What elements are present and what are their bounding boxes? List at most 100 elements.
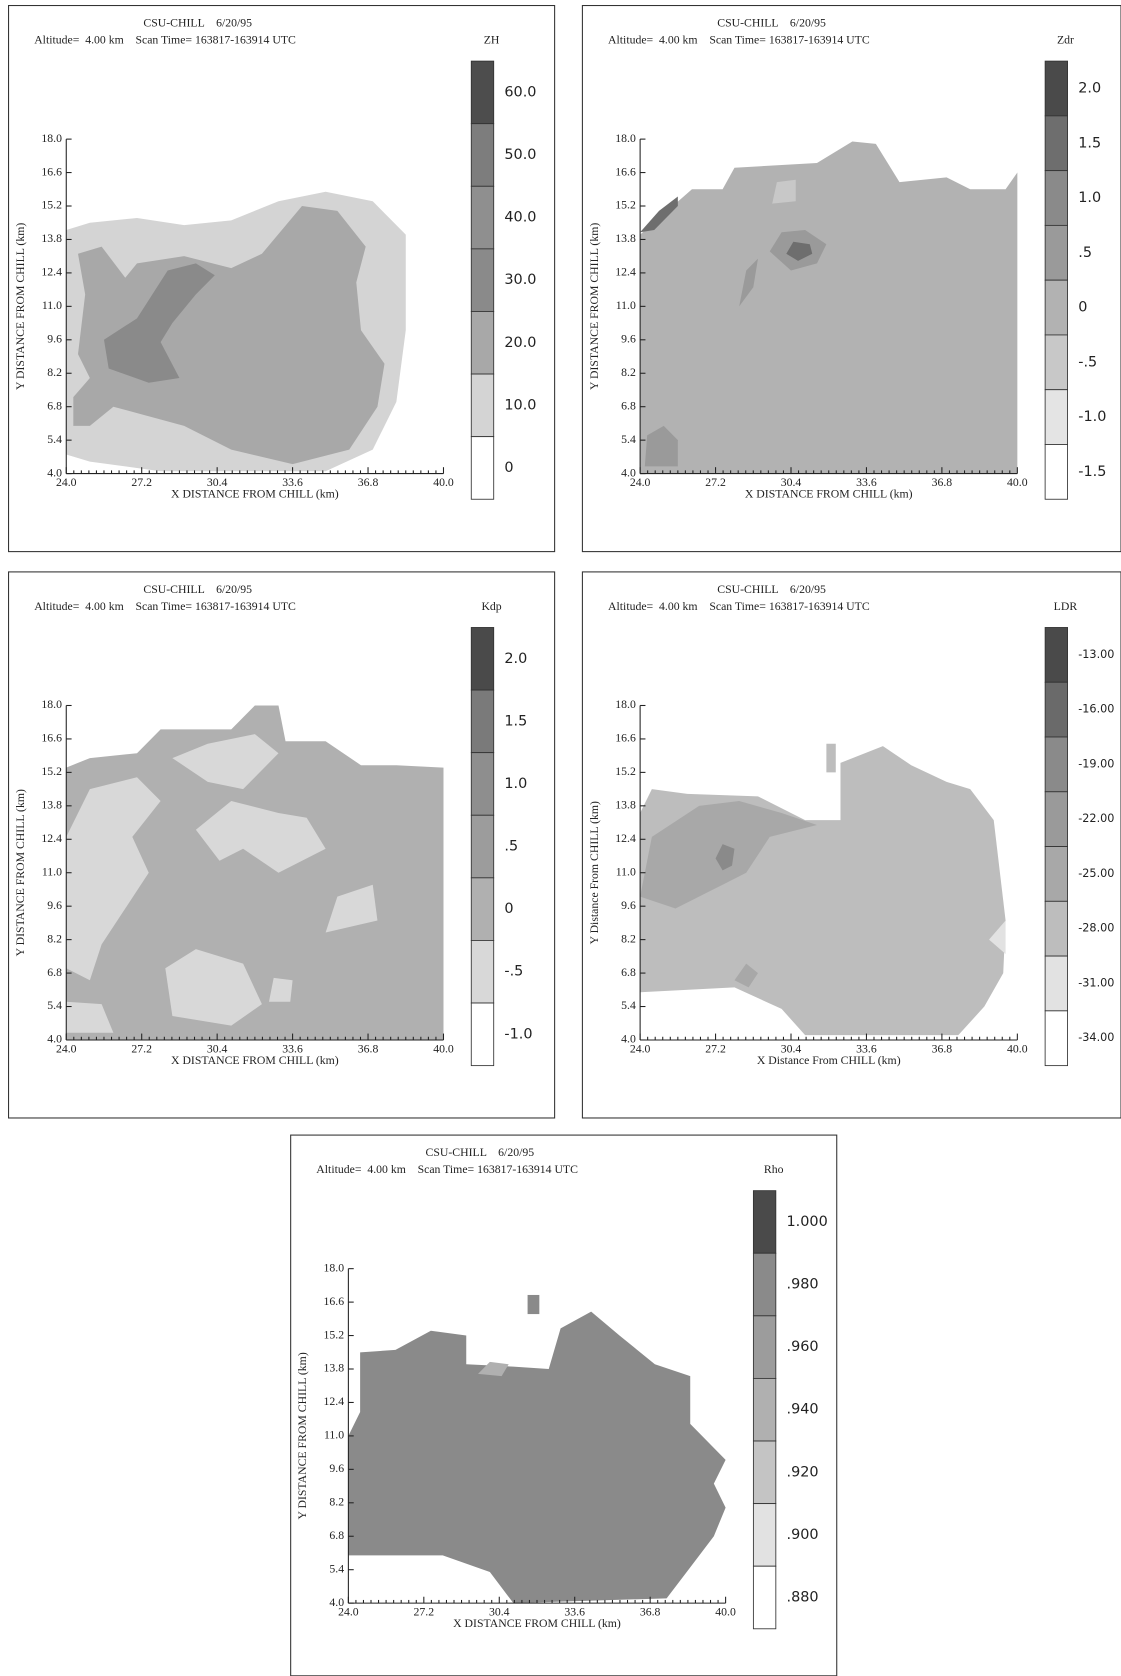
x-tick-label: 27.2: [414, 1605, 435, 1618]
x-tick-label: 33.6: [856, 476, 877, 489]
x-tick-label: 24.0: [338, 1605, 359, 1618]
colorbar-title: Rho: [764, 1163, 784, 1176]
panel: CSU-CHILL 6/20/95 Altitude= 4.00 km Scan …: [581, 571, 1121, 1119]
panel-frame: [581, 571, 1121, 1119]
y-tick-label: 8.2: [621, 366, 636, 379]
y-tick-label: 13.8: [324, 1362, 345, 1375]
colorbar-label: .900: [787, 1527, 819, 1543]
contour-region: [826, 743, 836, 773]
y-tick-label: 6.8: [47, 966, 62, 979]
x-tick-label: 24.0: [56, 1042, 77, 1055]
contour-region: [103, 263, 215, 383]
colorbar-band: [470, 60, 495, 125]
colorbar-band: [1044, 279, 1068, 336]
colorbar-label: 40.0: [504, 210, 536, 226]
colorbar-label: 0: [504, 460, 513, 476]
x-tick-label: 24.0: [56, 476, 77, 489]
y-tick-label: 5.4: [47, 433, 62, 446]
panel-frame: [8, 4, 556, 553]
colorbar-band: [1044, 627, 1068, 683]
colorbar-label: -1.5: [1078, 464, 1106, 480]
panel-frame: [8, 571, 556, 1119]
contour-region: [734, 963, 758, 988]
y-tick-label: 4.0: [621, 1033, 636, 1046]
y-tick-label: 4.0: [47, 1033, 62, 1046]
colorbar-title: LDR: [1054, 600, 1078, 613]
colorbar-label: .920: [787, 1464, 819, 1480]
colorbar-label: 20.0: [504, 335, 536, 351]
x-tick-label: 24.0: [630, 476, 651, 489]
contour-region: [739, 258, 758, 307]
x-tick-label: 27.2: [131, 476, 152, 489]
y-tick-label: 12.4: [41, 266, 62, 279]
panel: CSU-CHILL 6/20/95 Altitude= 4.00 km Scan …: [581, 4, 1121, 553]
panel-title: CSU-CHILL 6/20/95: [717, 583, 826, 596]
colorbar-band: [470, 436, 495, 500]
y-tick-label: 9.6: [47, 333, 62, 346]
colorbar-label: -25.00: [1078, 867, 1114, 880]
colorbar-label: -1.0: [504, 1026, 532, 1042]
colorbar-label: 1.5: [1078, 135, 1101, 151]
colorbar-label: -28.00: [1078, 922, 1114, 935]
y-tick-label: 5.4: [329, 1562, 344, 1575]
x-axis-label: X Distance From CHILL (km): [757, 1054, 901, 1067]
x-tick-label: 33.6: [282, 1042, 303, 1055]
y-tick-label: 18.0: [41, 132, 62, 145]
y-tick-label: 16.6: [615, 165, 636, 178]
y-axis-label: Y DISTANCE FROM CHILL (km): [14, 223, 27, 390]
contour-region: [527, 1294, 540, 1315]
y-tick-label: 9.6: [621, 333, 636, 346]
colorbar-band: [752, 1377, 777, 1442]
x-axis-label: X DISTANCE FROM CHILL (km): [171, 1054, 339, 1067]
y-tick-label: 8.2: [329, 1496, 344, 1509]
x-tick-label: 33.6: [856, 1042, 877, 1055]
x-axis-label: X DISTANCE FROM CHILL (km): [453, 1617, 621, 1630]
y-tick-label: 6.8: [621, 399, 636, 412]
y-tick-label: 16.6: [324, 1295, 345, 1308]
contour-region: [172, 734, 279, 790]
panel-subtitle: Altitude= 4.00 km Scan Time= 163817-1639…: [34, 34, 296, 47]
panel-title: CSU-CHILL 6/20/95: [717, 16, 826, 29]
colorbar-band: [1044, 736, 1068, 793]
y-tick-label: 13.8: [615, 232, 636, 245]
y-tick-label: 8.2: [47, 932, 62, 945]
colorbar-label: .980: [787, 1277, 819, 1293]
y-tick-label: 16.6: [615, 732, 636, 745]
colorbar-label: 0: [504, 901, 513, 917]
colorbar-band: [1044, 60, 1068, 117]
colorbar-label: 1.0: [1078, 190, 1101, 206]
y-tick-label: 16.6: [41, 732, 62, 745]
colorbar-band: [1044, 389, 1068, 445]
contour-region: [644, 425, 678, 467]
colorbar-label: .5: [1078, 245, 1092, 261]
y-axis-label: Y Distance From CHILL (km): [588, 801, 601, 944]
x-tick-label: 40.0: [1007, 476, 1028, 489]
y-tick-label: 5.4: [621, 999, 636, 1012]
panel-frame: [581, 4, 1121, 553]
contour-region: [772, 179, 796, 204]
colorbar-band: [470, 940, 495, 1004]
colorbar-band: [470, 689, 495, 754]
colorbar-band: [470, 752, 495, 816]
y-tick-label: 15.2: [324, 1328, 345, 1341]
x-tick-label: 30.4: [781, 1042, 802, 1055]
colorbar-band: [470, 185, 495, 250]
colorbar-label: -.5: [504, 964, 523, 980]
panel-subtitle: Altitude= 4.00 km Scan Time= 163817-1639…: [608, 600, 870, 613]
y-tick-label: 18.0: [324, 1261, 345, 1274]
x-tick-label: 40.0: [1007, 1042, 1028, 1055]
y-tick-label: 13.8: [41, 799, 62, 812]
x-tick-label: 36.8: [358, 476, 379, 489]
y-tick-label: 8.2: [47, 366, 62, 379]
colorbar-label: 2.0: [504, 651, 527, 667]
x-tick-label: 30.4: [207, 476, 228, 489]
contour-region: [195, 801, 326, 873]
colorbar-label: 2.0: [1078, 80, 1101, 96]
colorbar-band: [1044, 900, 1068, 957]
panel-subtitle: Altitude= 4.00 km Scan Time= 163817-1639…: [316, 1163, 578, 1176]
x-tick-label: 24.0: [630, 1042, 651, 1055]
y-tick-label: 12.4: [615, 266, 636, 279]
colorbar-title: Kdp: [481, 600, 501, 613]
y-tick-label: 9.6: [621, 899, 636, 912]
